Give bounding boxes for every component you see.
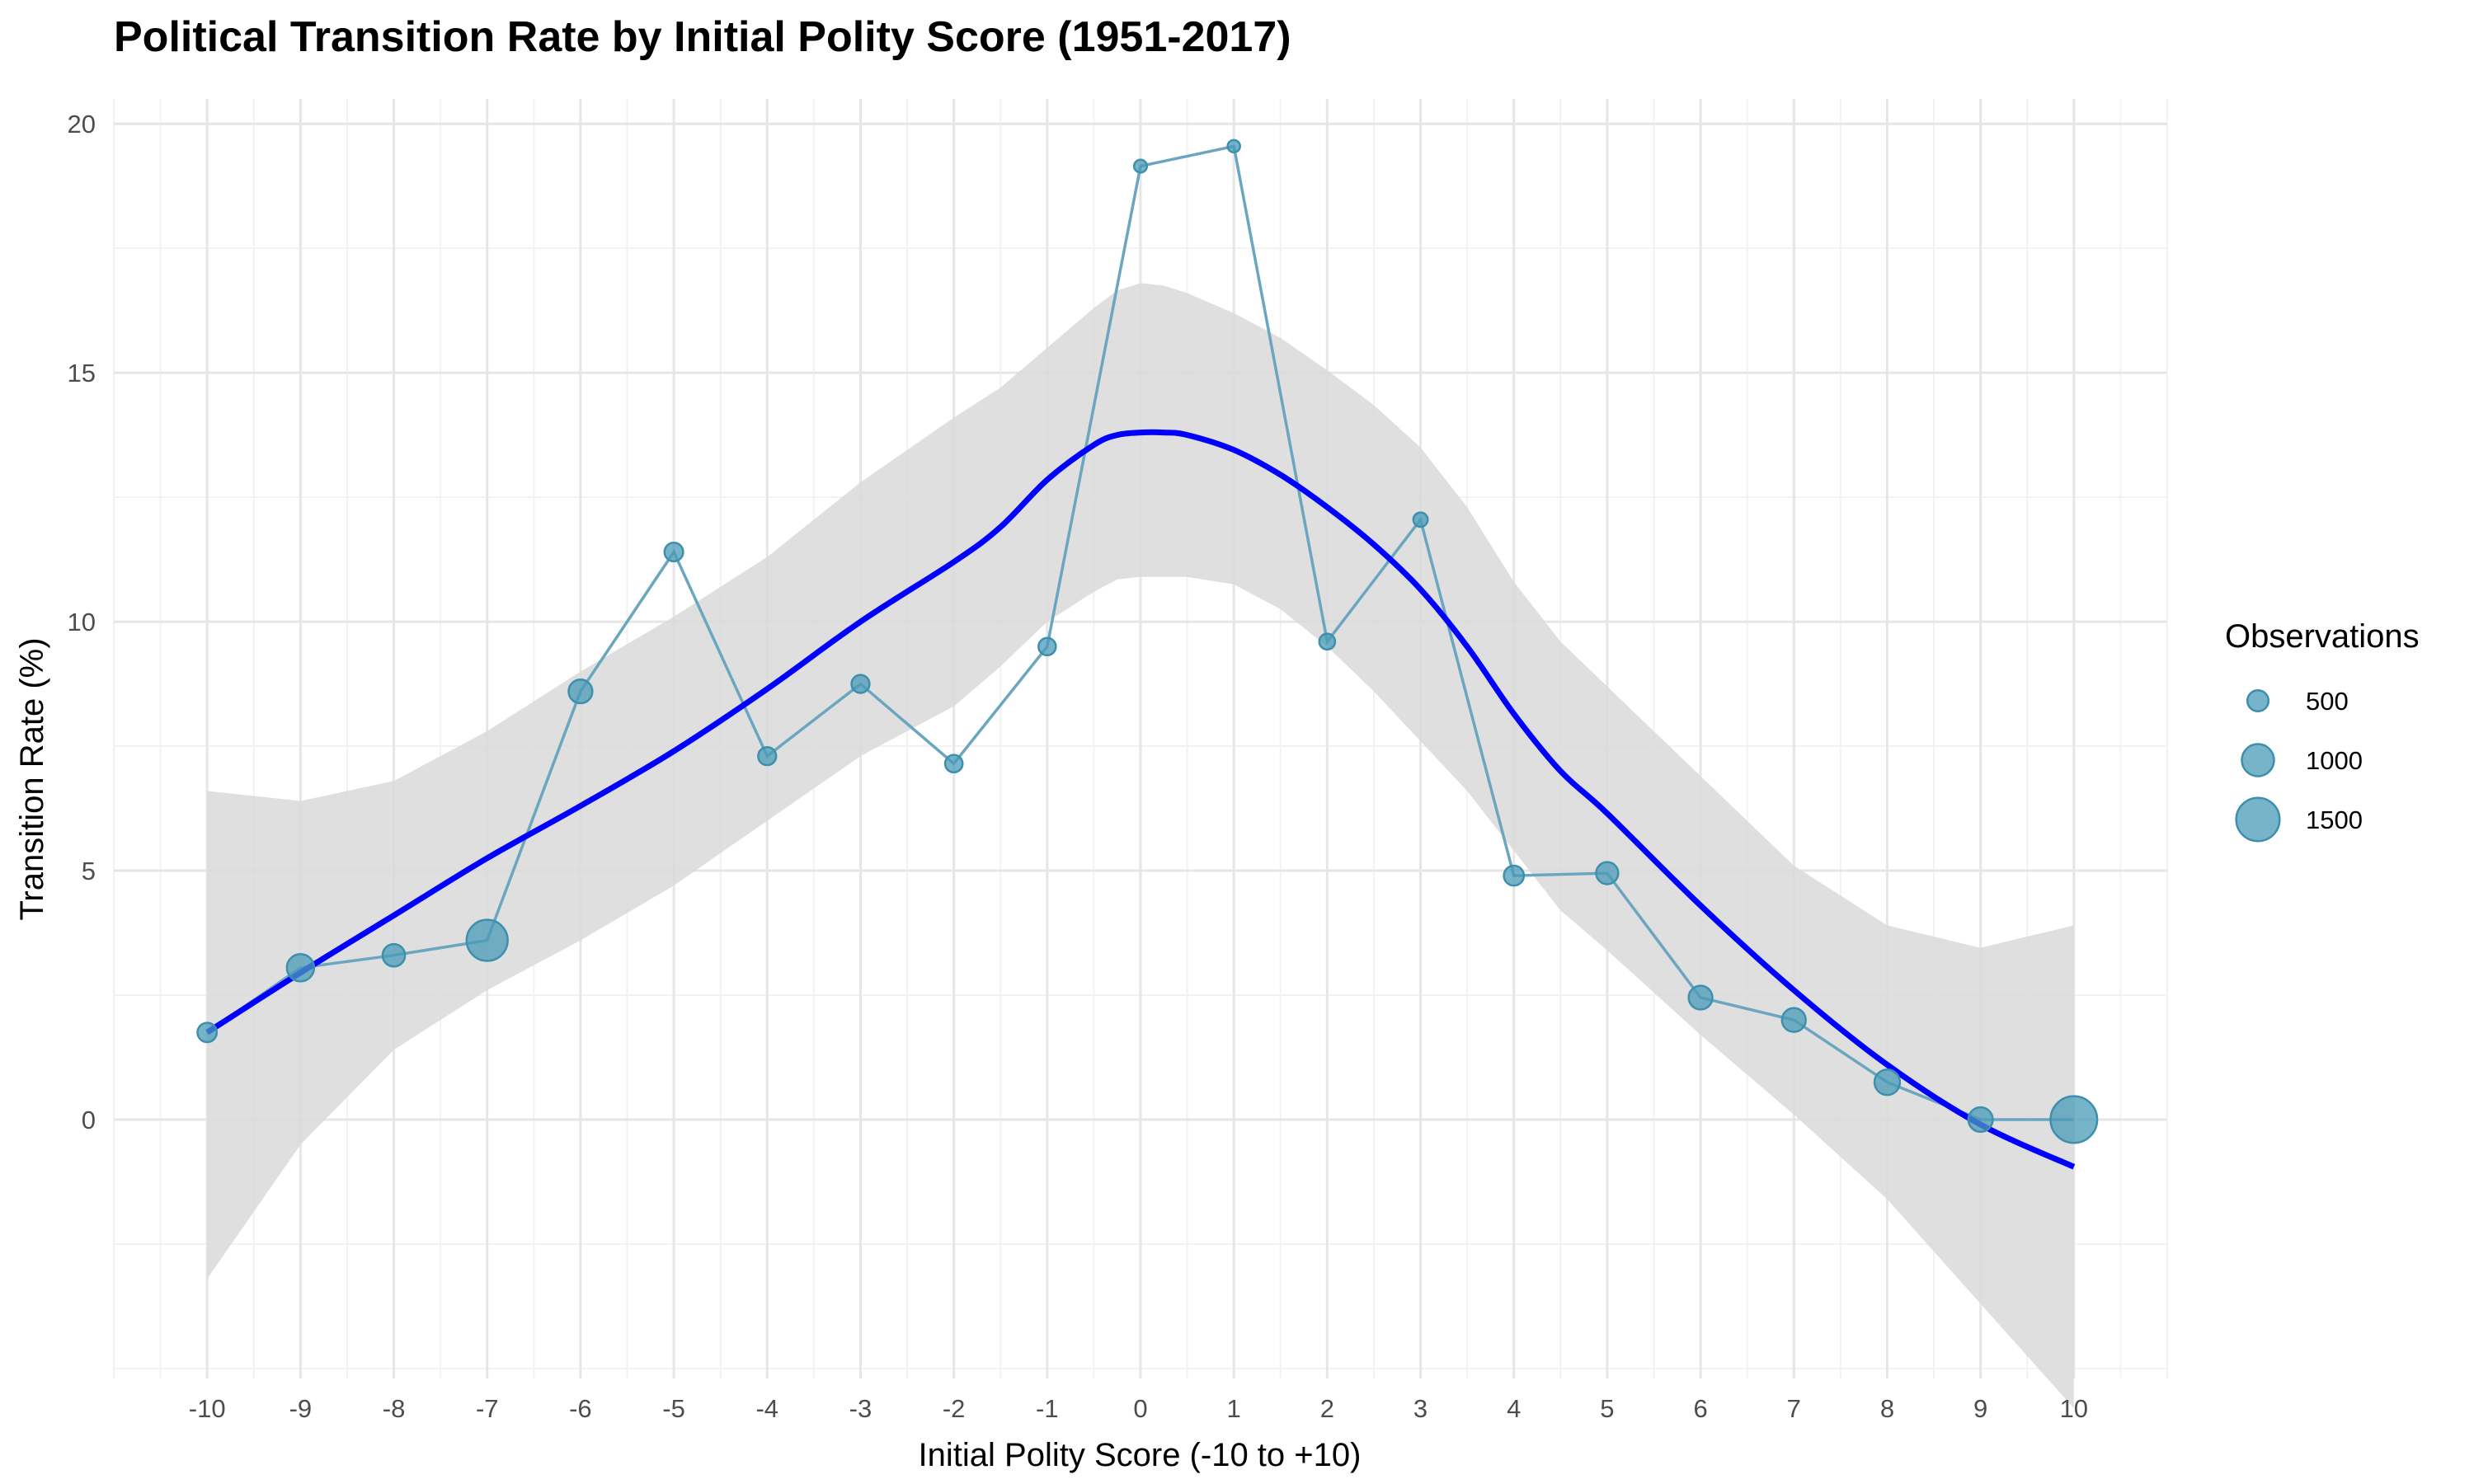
chart-title: Political Transition Rate by Initial Pol… [114,13,1291,61]
x-tick-label: 6 [1693,1394,1707,1423]
confidence-ribbon [207,283,2074,1409]
x-tick-label: -10 [189,1394,226,1423]
data-point [1037,636,1057,657]
x-tick-label: 1 [1227,1394,1241,1423]
y-tick-label: 5 [82,857,96,885]
x-tick-label: -5 [662,1394,685,1423]
data-point [1780,1007,1807,1033]
x-tick-label: -3 [849,1394,872,1423]
data-point [1503,864,1526,887]
x-tick-label: -7 [476,1394,499,1423]
data-point [381,942,407,968]
legend: Observations 500 1000 1500 [2225,618,2420,843]
data-point [1873,1068,1902,1097]
y-tick-label: 10 [68,608,96,636]
data-point [285,953,316,983]
x-tick-label: 8 [1880,1394,1894,1423]
x-tick-label: 9 [1973,1394,1987,1423]
x-tick-label: -1 [1036,1394,1059,1423]
legend-key-1000 [2241,743,2275,777]
x-tick-label: 7 [1787,1394,1801,1423]
data-point [663,541,684,563]
data-point [757,745,778,767]
data-point [1967,1106,1994,1134]
x-tick-label: 10 [2060,1394,2088,1423]
data-point [1318,632,1337,651]
data-point [1132,158,1149,174]
x-tick-label: 4 [1507,1394,1521,1423]
y-tick-label: 20 [68,110,96,139]
data-point [1595,861,1620,885]
data-point [943,754,964,774]
data-point [1412,511,1429,528]
data-point [465,918,509,962]
smooth-trend-line [205,429,2076,1170]
legend-label-1000: 1000 [2306,746,2363,775]
x-tick-label: -9 [289,1394,313,1423]
y-axis-label: Transition Rate (%) [14,637,50,920]
x-tick-label: 3 [1413,1394,1427,1423]
data-point [567,678,594,705]
x-tick-label: 5 [1600,1394,1614,1423]
legend-key-1500 [2235,796,2281,843]
plot-area: -10 -9 -8 -7 -6 -5 -4 -3 -2 -1 0 1 2 3 4 5 6 7 8 9 100510152… [68,99,2168,1423]
x-tick-label: -2 [943,1394,966,1423]
data-point [2049,1095,2099,1144]
x-tick-label: 0 [1133,1394,1147,1423]
data-point [1226,139,1241,154]
legend-title: Observations [2225,618,2420,655]
x-tick-label: -6 [569,1394,592,1423]
x-axis-label: Initial Polity Score (-10 to +10) [919,1437,1362,1473]
y-tick-label: 15 [68,359,96,387]
y-tick-label: 0 [82,1106,96,1134]
data-point [850,674,871,694]
legend-key-500 [2246,688,2270,713]
legend-label-500: 500 [2306,687,2349,716]
data-point [1687,984,1714,1011]
x-tick-label: -4 [755,1394,778,1423]
x-tick-label: -8 [383,1394,406,1423]
x-tick-label: 2 [1320,1394,1334,1423]
data-point [196,1021,219,1044]
legend-label-1500: 1500 [2306,805,2363,834]
